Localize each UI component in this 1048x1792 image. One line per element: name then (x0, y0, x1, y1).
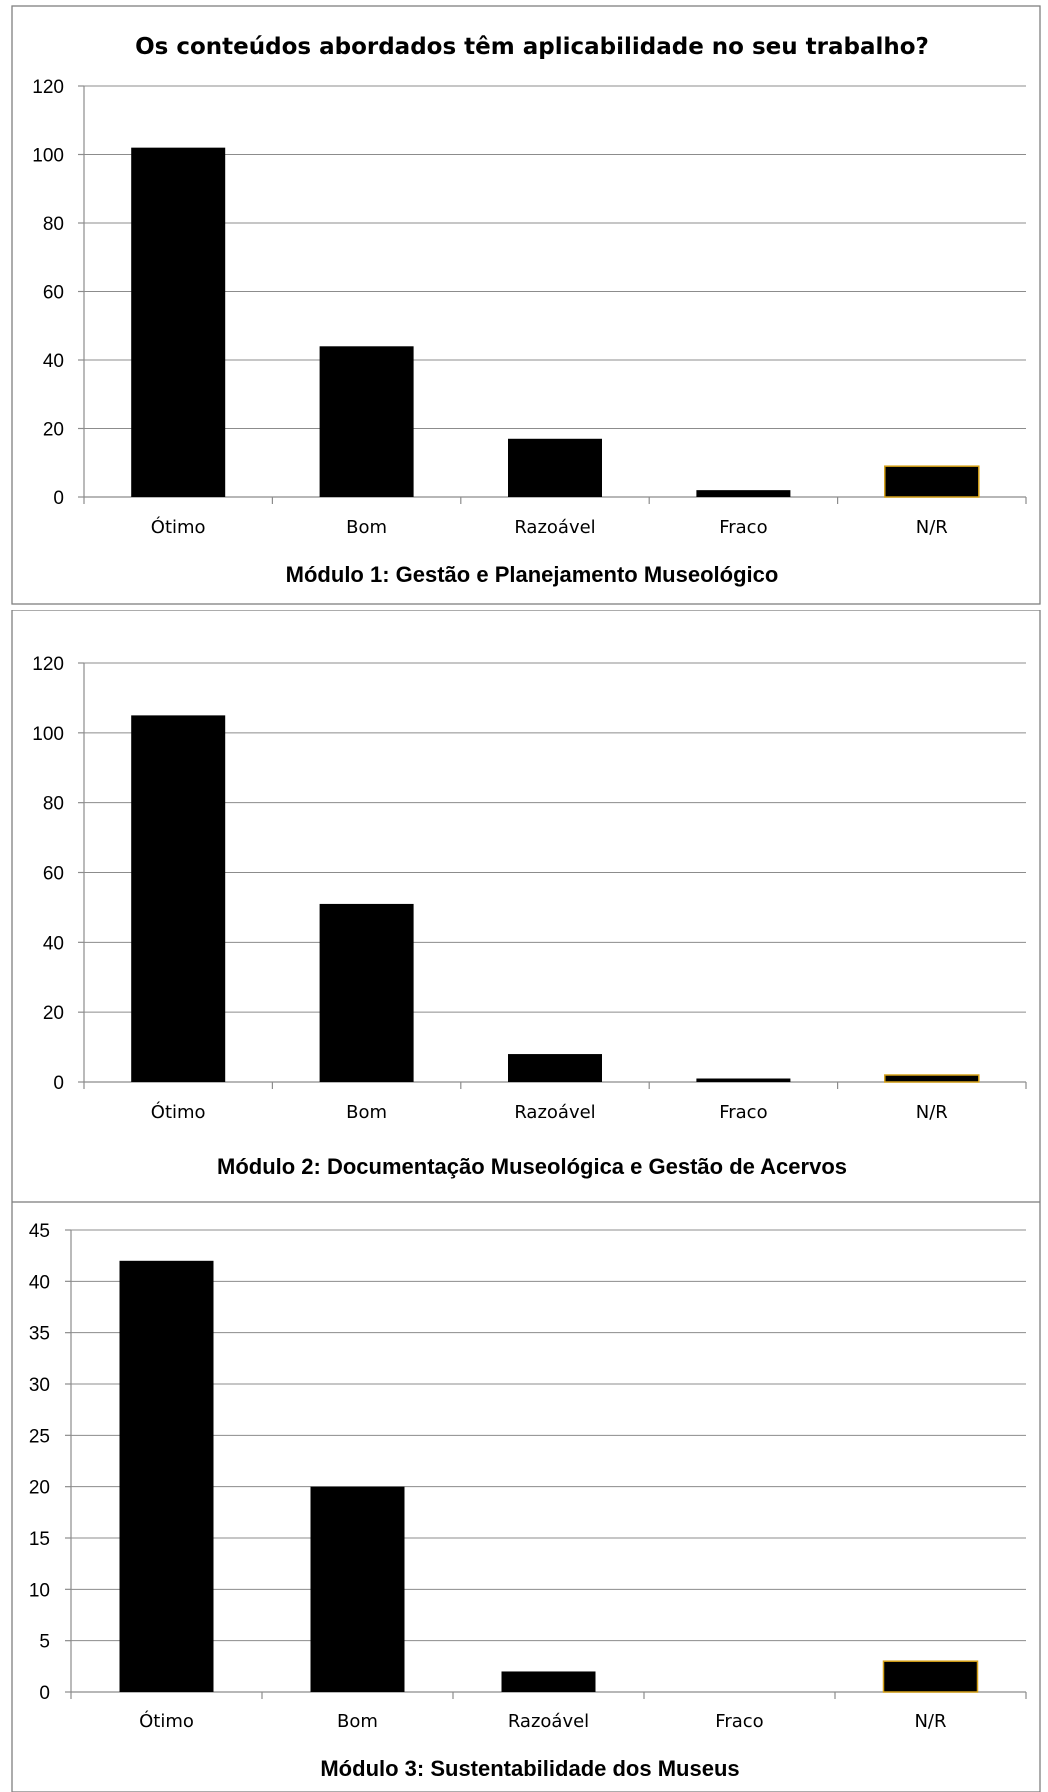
y-tick-label: 80 (43, 214, 64, 235)
x-tick-label: Fraco (719, 517, 767, 538)
bar--timo (131, 715, 226, 1082)
chart-border (11, 610, 1041, 1202)
chart-border (11, 5, 1041, 605)
y-tick-label: 20 (29, 1478, 50, 1499)
bar-n-r (884, 465, 980, 498)
bar-n-r (882, 1660, 979, 1693)
x-tick-label: Ótimo (151, 1101, 206, 1123)
x-tick-label: Ótimo (151, 516, 206, 538)
y-tick-label: 100 (32, 146, 64, 167)
y-tick-label: 20 (43, 420, 64, 441)
y-tick-label: 120 (32, 654, 64, 675)
bar-fraco (696, 1078, 791, 1082)
x-tick-label: Bom (346, 1102, 387, 1123)
y-tick-label: 35 (29, 1324, 50, 1345)
x-tick-label: Ótimo (139, 1710, 194, 1732)
y-tick-label: 100 (32, 724, 64, 745)
y-tick-label: 40 (43, 933, 64, 954)
y-tick-label: 0 (53, 1073, 64, 1094)
x-tick-label: N/R (914, 1711, 946, 1732)
x-tick-label: Fraco (715, 1711, 763, 1732)
bar--timo (131, 147, 226, 497)
x-tick-label: Razoável (514, 1102, 595, 1123)
bar-fraco (696, 490, 791, 497)
chart-title: Os conteúdos abordados têm aplicabilidad… (135, 34, 929, 60)
chart-1-svg: 0 20 40 60 80 100 120 Ótimo Bom Razoável Fraco N/R O… (11, 5, 1041, 605)
chart-3-svg: 0 5 10 15 20 25 30 35 40 45 Ótimo Bom Razoável Fraco N… (11, 1202, 1041, 1792)
y-tick-label: 25 (29, 1426, 50, 1447)
y-tick-label: 40 (43, 351, 64, 372)
x-tick-label: Razoável (514, 517, 595, 538)
x-tick-label: N/R (916, 1102, 948, 1123)
y-tick-label: 60 (43, 283, 64, 304)
y-tick-label: 20 (43, 1003, 64, 1024)
y-tick-label: 0 (53, 488, 64, 509)
y-tick-label: 40 (29, 1272, 50, 1293)
chart-2-svg: 0 20 40 60 80 100 120 Ótimo Bom Razoável Fraco N/R M… (11, 610, 1041, 1202)
y-tick-label: 5 (39, 1632, 50, 1653)
chart-panel-2: 0 20 40 60 80 100 120 Ótimo Bom Razoável Fraco N/R M… (0, 610, 1048, 1202)
y-tick-label: 45 (29, 1221, 50, 1242)
x-tick-label: Razoável (508, 1711, 589, 1732)
bar--timo (119, 1260, 214, 1692)
chart-border (11, 1202, 1041, 1792)
x-tick-label: Fraco (719, 1102, 767, 1123)
x-tick-label: Bom (337, 1711, 378, 1732)
x-tick-label: Bom (346, 517, 387, 538)
chart-panel-1: 0 20 40 60 80 100 120 Ótimo Bom Razoável Fraco N/R O… (0, 0, 1048, 610)
bar-razo-vel (508, 438, 602, 497)
y-tick-label: 80 (43, 794, 64, 815)
bar-bom (310, 1486, 405, 1692)
y-tick-label: 10 (29, 1580, 50, 1601)
y-tick-label: 0 (39, 1683, 50, 1704)
y-tick-label: 30 (29, 1375, 50, 1396)
bar-bom (319, 346, 414, 497)
bar-n-r (884, 1074, 980, 1083)
bar-razo-vel (501, 1671, 596, 1692)
bar-bom (319, 903, 414, 1082)
module-label: Módulo 1: Gestão e Planejamento Museológ… (286, 562, 779, 587)
module-label: Módulo 2: Documentação Museológica e Ges… (217, 1154, 847, 1179)
chart-panel-3: 0 5 10 15 20 25 30 35 40 45 Ótimo Bom Razoável Fraco N… (0, 1202, 1048, 1792)
y-tick-label: 60 (43, 864, 64, 885)
x-tick-label: N/R (916, 517, 948, 538)
y-tick-label: 15 (29, 1529, 50, 1550)
module-label: Módulo 3: Sustentabilidade dos Museus (320, 1756, 739, 1781)
y-tick-label: 120 (32, 77, 64, 98)
bar-razo-vel (508, 1054, 602, 1082)
